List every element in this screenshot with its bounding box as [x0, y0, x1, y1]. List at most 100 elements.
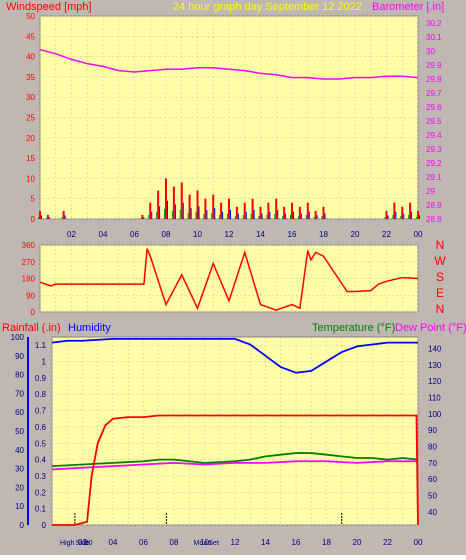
rainfall-tick-label: 1	[42, 358, 47, 367]
x-tick-label: 22	[383, 538, 392, 547]
windspeed-tick-label: 15	[26, 154, 35, 163]
rainfall-tick-label: 0.7	[35, 407, 47, 416]
temperature-tick-labels: 40 50 60 70 80 90 100 110 120 130 140	[428, 344, 442, 516]
x-tick-label: 04	[99, 230, 108, 239]
windspeed-tick-label: 10	[26, 174, 35, 183]
x-tick-label: 12	[231, 538, 240, 547]
marker-label: Mo	[194, 540, 204, 547]
x-tick-label: 04	[109, 538, 118, 547]
temperature-tick-label: 70	[428, 459, 437, 468]
x-tick-label: 20	[351, 230, 360, 239]
temperature-axis-title: Temperature (°F)	[312, 322, 395, 334]
dewpoint-line	[51, 460, 418, 471]
x-tick-label: 16	[288, 230, 297, 239]
barometer-tick-labels: 28.8 28.9 29 29.1 29.2 29.3 29.4 29.5 29.6 29.7 29…	[426, 19, 442, 224]
wind-baro-series	[38, 48, 420, 219]
temperature-tick-label: 50	[428, 492, 437, 501]
rainfall-tick-label: 0.8	[35, 390, 47, 399]
humidity-tick-label: 50	[15, 427, 24, 436]
barometer-tick-label: 29.1	[426, 173, 442, 182]
humidity-tick-label: 100	[11, 333, 25, 342]
wind-direction-grid	[39, 244, 419, 313]
x-tick-label: 16	[292, 538, 301, 547]
windspeed-tick-label: 35	[26, 73, 35, 82]
rain-humidity-temp-series	[51, 337, 419, 526]
temperature-tick-label: 110	[428, 393, 441, 402]
barometer-tick-label: 29.6	[426, 103, 442, 112]
windspeed-tick-label: 30	[26, 93, 35, 102]
barometer-tick-label: 29.5	[426, 117, 442, 126]
x-tick-label: 10	[193, 230, 202, 239]
barometer-tick-label: 29.4	[426, 131, 442, 140]
temperature-tick-label: 40	[428, 508, 437, 517]
rainfall-line	[52, 414, 419, 526]
x-tick-label: 18	[319, 230, 328, 239]
temperature-tick-label: 90	[428, 426, 437, 435]
barometer-tick-label: 28.9	[426, 201, 442, 210]
humidity-tick-label: 80	[15, 371, 24, 380]
compass-label: S	[436, 270, 444, 284]
temperature-tick-label: 130	[428, 361, 442, 370]
windspeed-tick-label: 45	[26, 32, 35, 41]
barometer-tick-label: 30	[426, 47, 435, 56]
barometer-tick-label: 30.2	[426, 19, 442, 28]
barometer-tick-label: 29	[426, 187, 435, 196]
barometer-tick-label: 29.2	[426, 159, 442, 168]
rainfall-tick-label: 0.9	[35, 374, 47, 383]
compass-label: E	[436, 286, 444, 300]
rainfall-tick-label: 0.5	[35, 439, 47, 448]
windspeed-tick-label: 40	[26, 53, 35, 62]
x-tick-label: 20	[353, 538, 362, 547]
x-tick-label: 18	[322, 538, 331, 547]
barometer-axis-title: Barometer [.in]	[372, 1, 444, 13]
x-tick-label: 14	[256, 230, 265, 239]
barometer-tick-label: 29.9	[426, 61, 442, 70]
humidity-line	[51, 337, 418, 374]
marker-label: Side	[75, 540, 89, 547]
x-tick-label: 00	[414, 538, 423, 547]
humidity-axis-title: Humidity	[68, 322, 111, 334]
wind-direction-tick-label: 270	[22, 258, 36, 267]
humidity-tick-label: 60	[15, 408, 24, 417]
rainfall-tick-label: 1.1	[35, 341, 47, 350]
wind-direction-tick-labels: 0 90 180 270 360	[22, 241, 36, 317]
x-tick-label: 06	[139, 538, 148, 547]
rain-temp-grid	[51, 337, 419, 526]
x-tick-label: 06	[130, 230, 139, 239]
humidity-tick-label: 70	[15, 389, 24, 398]
temperature-tick-label: 60	[428, 475, 437, 484]
humidity-tick-labels: 0 10 20 30 40 50 60 70 80 90 100	[11, 333, 29, 530]
humidity-tick-label: 30	[15, 465, 24, 474]
windspeed-tick-label: 50	[26, 12, 35, 21]
wind-x-tick-labels: 02 04 06 08 10 12 14 16 18 20 22 00	[67, 230, 423, 239]
barometer-tick-label: 29.3	[426, 145, 442, 154]
rainfall-tick-labels: 0 0.1 0.2 0.3 0.4 0.5 0.6 0.7 0.8 0.9 1 1.1	[35, 341, 47, 530]
marker-label: High	[60, 540, 75, 547]
temperature-tick-label: 80	[428, 443, 437, 452]
rain-x-tick-labels: 02 04 06 08 10 12 14 16 18 20 22 00	[78, 538, 423, 547]
chart-title: 24 hour graph day September 12 2022	[173, 1, 362, 13]
humidity-tick-label: 40	[15, 446, 24, 455]
humidity-tick-label: 10	[15, 502, 24, 511]
windspeed-tick-label: 25	[26, 114, 35, 123]
humidity-tick-label: 20	[15, 483, 24, 492]
rainfall-tick-label: 0.6	[35, 423, 47, 432]
windspeed-tick-label: 5	[31, 195, 36, 204]
humidity-tick-label: 0	[20, 521, 25, 530]
temperature-tick-label: 100	[428, 410, 442, 419]
dewpoint-axis-title: Dew Point (°F)	[395, 322, 466, 334]
barometer-tick-label: 30.1	[426, 33, 442, 42]
rainfall-tick-label: 0.1	[35, 505, 47, 514]
marker-label: 60	[85, 540, 93, 547]
marker-label: on	[204, 540, 212, 547]
rainfall-axis-title: Rainfall (.in)	[2, 322, 61, 334]
wind-direction-series	[39, 248, 419, 311]
barometer-tick-label: 29.8	[426, 75, 442, 84]
wind-direction-tick-label: 360	[22, 241, 36, 250]
wind-direction-tick-label: 90	[26, 291, 35, 300]
compass-label: N	[436, 302, 445, 316]
wind-direction-tick-label: 0	[31, 308, 36, 317]
rainfall-tick-label: 0.2	[35, 488, 47, 497]
